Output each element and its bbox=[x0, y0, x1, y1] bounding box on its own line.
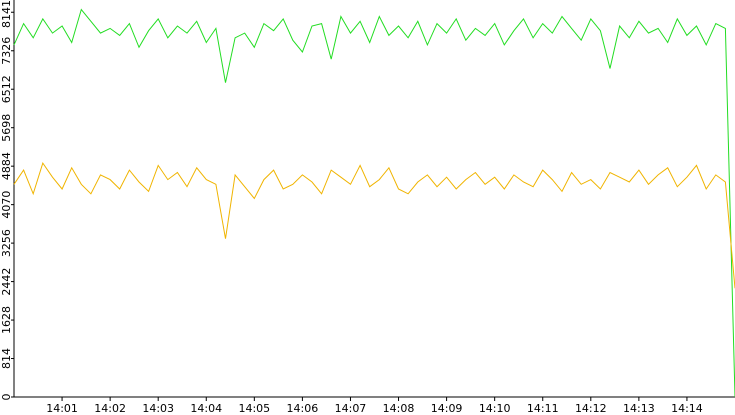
y-tick-label: 814 bbox=[0, 348, 13, 369]
x-tick-label: 14:02 bbox=[94, 402, 126, 415]
x-tick-label: 14:06 bbox=[287, 402, 319, 415]
x-tick-label: 14:13 bbox=[623, 402, 655, 415]
y-tick-label: 3256 bbox=[0, 229, 13, 257]
x-tick-label: 14:07 bbox=[335, 402, 367, 415]
y-tick-label: 8141 bbox=[0, 0, 13, 28]
series-line bbox=[13, 8, 735, 398]
y-tick-label: 2442 bbox=[0, 268, 13, 296]
x-tick-label: 14:10 bbox=[479, 402, 511, 415]
y-tick-label: 4070 bbox=[0, 191, 13, 219]
x-tick-label: 14:08 bbox=[383, 402, 415, 415]
x-tick-label: 14:05 bbox=[238, 402, 270, 415]
y-tick-label: 4884 bbox=[0, 152, 13, 180]
x-tick-label: 14:01 bbox=[46, 402, 78, 415]
y-tick-label: 0 bbox=[0, 394, 13, 401]
x-tick-label: 14:14 bbox=[671, 402, 703, 415]
x-tick-label: 14:11 bbox=[527, 402, 559, 415]
y-tick-label: 7326 bbox=[0, 37, 13, 65]
y-tick-label: 5698 bbox=[0, 114, 13, 142]
y-tick-label: 6512 bbox=[0, 75, 13, 103]
y-tick-label: 1628 bbox=[0, 306, 13, 334]
x-tick-label: 14:12 bbox=[575, 402, 607, 415]
x-tick-label: 14:03 bbox=[142, 402, 174, 415]
series-line bbox=[13, 161, 735, 289]
x-tick-label: 14:04 bbox=[190, 402, 222, 415]
x-tick-label: 14:09 bbox=[431, 402, 463, 415]
